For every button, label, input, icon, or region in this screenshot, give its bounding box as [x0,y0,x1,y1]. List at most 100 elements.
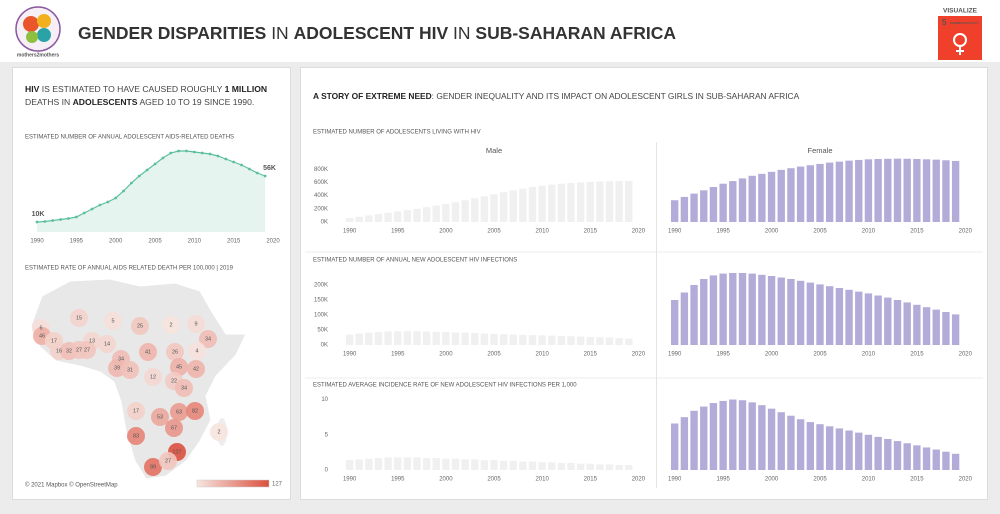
region [104,312,122,330]
x-tick-label: 1990 [668,229,682,235]
bar [748,402,756,470]
point [240,163,243,167]
y-tick-label: 200K [314,283,328,289]
bar [874,436,882,470]
bar [586,181,594,222]
bar [355,333,363,345]
legend-max: 127 [272,482,283,488]
bar [394,211,402,222]
bar [893,300,902,345]
bar [951,160,960,222]
bar [874,158,882,222]
bar [480,333,489,345]
bar [884,158,892,222]
bar [451,202,460,222]
badge-label: VISUALIZE [943,8,978,15]
point [130,181,133,185]
bar [432,458,440,470]
x-tick-label: 1995 [391,352,405,358]
region-label: 31 [127,367,133,373]
point [59,218,62,221]
bar [951,453,960,470]
map-credit: © 2021 Mapbox © OpenStreetMap [25,482,118,489]
region-label: 41 [145,349,151,355]
point [224,157,228,161]
bar [738,178,747,222]
point [200,151,204,155]
x-tick-label: 2010 [535,477,549,483]
bar [499,334,508,345]
bar [845,160,853,222]
bar [403,210,412,222]
bar [422,458,431,470]
bar [384,331,392,345]
chart-title: ESTIMATED NUMBER OF ADOLESCENTS LIVING W… [313,130,481,136]
region-label: 9 [194,321,197,327]
x-tick-label: 2005 [148,239,162,245]
bar [480,196,489,222]
chart-title: ESTIMATED NUMBER OF ANNUAL NEW ADOLESCEN… [313,258,517,264]
point [35,220,39,224]
bar [548,335,556,345]
region-label: 26 [172,349,178,355]
bar [777,277,785,345]
bar [403,457,412,470]
region [78,341,96,359]
region-label: 99 [150,464,156,470]
bar [884,438,892,470]
bar [845,289,853,345]
bar [461,459,469,470]
chart-title: ESTIMATED NUMBER OF ANNUAL ADOLESCENT AI… [25,135,234,141]
x-tick-label: 2020 [959,229,973,235]
bar [777,169,785,222]
point [114,196,118,200]
bar [709,275,718,345]
x-tick-label: 2015 [910,477,924,483]
bar [845,430,853,470]
bar [615,338,623,345]
region-label: 17 [51,338,57,344]
bar [855,291,863,345]
point [232,160,236,164]
summary-part: DEATHS IN [25,97,73,107]
x-tick-label: 2000 [439,229,453,235]
bar [671,300,679,345]
x-tick-label: 2000 [765,229,779,235]
bar [557,183,566,222]
bar [384,212,392,222]
region-label: 45 [176,364,182,370]
bar [355,459,363,470]
bar [796,280,805,345]
bar [903,158,911,222]
x-tick-label: 1990 [343,352,357,358]
bar [903,302,911,345]
bar [538,185,546,222]
bar [557,336,566,345]
bar [576,463,585,470]
x-tick-label: 2015 [584,229,598,235]
point [51,219,55,222]
region-label: 67 [171,425,177,431]
title-part: SUB-SAHARAN AFRICA [475,23,676,43]
logo-text: mothers2mothers [17,52,59,58]
x-tick-label: 2015 [227,239,241,245]
bar [365,215,373,222]
summary-line: DEATHS IN ADOLESCENTS AGED 10 TO 19 SINC… [25,97,254,107]
bar [422,207,431,222]
bar [345,460,354,470]
x-tick-label: 1995 [391,229,405,235]
x-tick-label: 1995 [716,352,730,358]
bar [345,334,354,345]
region [170,358,188,376]
bar [816,284,824,345]
bar [432,331,440,345]
bar [490,194,498,222]
bar [855,159,863,222]
region [144,368,162,386]
bar [509,190,517,222]
bar [729,399,737,470]
x-tick-label: 2005 [487,477,501,483]
point [74,215,78,219]
region-label: 27 [76,347,82,353]
bar [690,285,698,345]
